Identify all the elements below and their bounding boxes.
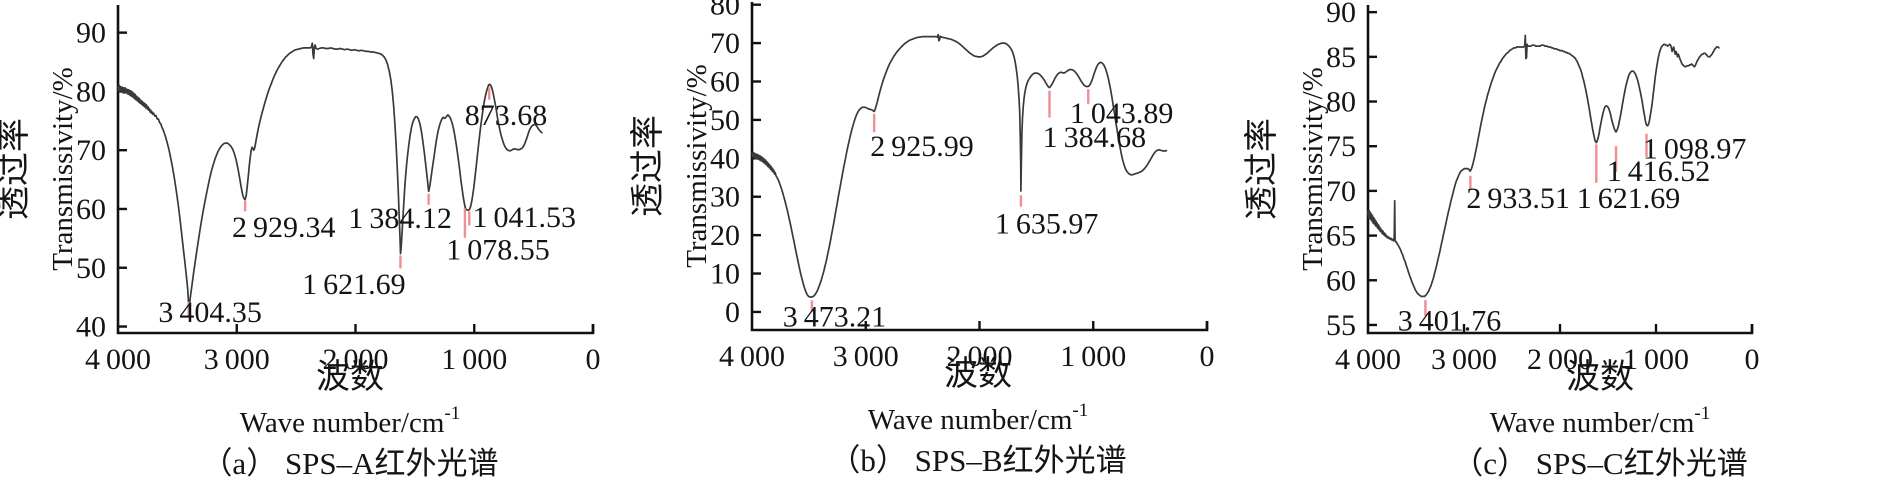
- y-tick-label: 80: [710, 0, 740, 22]
- x-tick-label: 2 000: [1527, 343, 1593, 376]
- peak-label: 1 635.97: [995, 208, 1099, 241]
- ftir-panel-c: 透过率 Transmissivity/% 波数 Wave number/cm-1…: [1243, 0, 1880, 480]
- y-tick-label: 50: [710, 104, 740, 137]
- x-tick-label: 2 000: [322, 343, 388, 376]
- x-tick-label: 4 000: [1335, 343, 1401, 376]
- y-tick-label: 90: [1326, 0, 1356, 29]
- panel-caption-c: （c） SPS–C红外光谱: [1452, 446, 1747, 480]
- x-tick-label: 0: [586, 343, 601, 376]
- x-tick-label: 0: [1200, 340, 1215, 373]
- spectrum-curve: [117, 42, 543, 308]
- y-tick-label: 80: [1326, 86, 1356, 119]
- y-tick-label: 0: [725, 296, 740, 329]
- x-tick-label: 3 000: [1431, 343, 1497, 376]
- y-tick-label: 70: [1326, 175, 1356, 208]
- panel-caption-a: （a） SPS–A红外光谱: [201, 446, 498, 480]
- y-tick-label: 60: [76, 193, 106, 226]
- x-tick-label: 1 000: [1060, 340, 1126, 373]
- y-tick-label: 70: [76, 134, 106, 167]
- peak-label: 1 384.68: [1043, 121, 1147, 154]
- y-tick-label: 85: [1326, 41, 1356, 74]
- peak-label: 2 929.34: [232, 211, 336, 244]
- y-tick-label: 55: [1326, 309, 1356, 342]
- x-axis-title-en-c: Wave number/cm-1: [1490, 403, 1710, 439]
- peak-label: 1 416.52: [1607, 155, 1711, 188]
- y-tick-label: 60: [710, 66, 740, 99]
- peak-label: 1 621.69: [302, 268, 406, 301]
- x-tick-label: 3 000: [204, 343, 270, 376]
- y-tick-label: 30: [710, 181, 740, 214]
- spectrum-curve: [1367, 34, 1720, 298]
- y-axis-title-en-c: Transmissivity/%: [1297, 67, 1329, 271]
- ftir-chart-a: 透过率 Transmissivity/% 波数 Wave number/cm-1…: [0, 5, 601, 480]
- x-axis-title-cn-b: 波数: [944, 355, 1012, 393]
- y-axis-title-cn-c: 透过率: [1243, 118, 1281, 220]
- y-tick-label: 75: [1326, 130, 1356, 163]
- x-tick-label: 2 000: [946, 340, 1012, 373]
- ftir-chart-b: 透过率 Transmissivity/% 波数 Wave number/cm-1…: [629, 0, 1215, 478]
- y-axis-title-en-b: Transmissivity/%: [681, 64, 713, 268]
- peak-label: 2 925.99: [870, 130, 974, 163]
- x-axis-title-cn-a: 波数: [316, 358, 384, 396]
- y-axis-title-en-a: Transmissivity/%: [47, 67, 79, 271]
- peak-label: 1 041.53: [473, 201, 577, 234]
- y-tick-label: 60: [1326, 264, 1356, 297]
- peak-label: 1 384.12: [348, 202, 452, 235]
- peak-label: 1 098.97: [1643, 133, 1747, 166]
- plot-layer-a: 40 50 60 70 80 90 4 000 3 000 2 000 1 000 0 3 404.3…: [76, 5, 601, 376]
- y-tick-label: 65: [1326, 220, 1356, 253]
- peak-label: 3 404.35: [158, 296, 262, 329]
- x-axis-title-en-b: Wave number/cm-1: [868, 400, 1088, 436]
- x-tick-label: 0: [1745, 343, 1760, 376]
- spectrum-curve: [751, 33, 1168, 298]
- y-tick-label: 40: [76, 311, 106, 344]
- peak-label: 1 043.89: [1070, 97, 1174, 130]
- peak-label: 3 401.76: [1398, 304, 1502, 337]
- ftir-panel-b: 透过率 Transmissivity/% 波数 Wave number/cm-1…: [620, 0, 1250, 480]
- y-axis-title-cn-a: 透过率: [0, 118, 33, 220]
- y-tick-label: 90: [76, 17, 106, 50]
- peak-label: 2 933.51: [1466, 182, 1570, 215]
- peak-label: 1 078.55: [446, 234, 550, 267]
- x-tick-label: 1 000: [1623, 343, 1689, 376]
- panel-caption-b: （b） SPS–B红外光谱: [829, 443, 1126, 478]
- ftir-panel-a: 透过率 Transmissivity/% 波数 Wave number/cm-1…: [0, 0, 620, 480]
- peak-label: 1 621.69: [1577, 182, 1681, 215]
- y-axis-title-cn-b: 透过率: [629, 115, 667, 217]
- y-tick-label: 20: [710, 219, 740, 252]
- y-tick-label: 80: [76, 75, 106, 108]
- x-tick-label: 4 000: [719, 340, 785, 373]
- peak-label: 873.68: [465, 99, 548, 132]
- y-tick-label: 50: [76, 252, 106, 285]
- x-axis-title-cn-c: 波数: [1566, 358, 1634, 396]
- x-tick-label: 1 000: [441, 343, 507, 376]
- peak-label: 3 473.21: [783, 301, 887, 334]
- plot-layer-b: 0 10 20 30 40 50 60 70 80 4 000 3 000 2 000 1 000 0 3 …: [710, 0, 1215, 373]
- y-tick-label: 40: [710, 142, 740, 175]
- ftir-chart-c: 透过率 Transmissivity/% 波数 Wave number/cm-1…: [1243, 0, 1760, 480]
- x-tick-label: 3 000: [833, 340, 899, 373]
- x-tick-label: 4 000: [85, 343, 151, 376]
- x-axis-title-en-a: Wave number/cm-1: [240, 403, 460, 439]
- plot-layer-c: 55 60 65 70 75 80 85 90 4 000 3 000 2 000 1 000 0 3 4…: [1326, 0, 1760, 376]
- y-tick-label: 70: [710, 27, 740, 60]
- y-tick-label: 10: [710, 258, 740, 291]
